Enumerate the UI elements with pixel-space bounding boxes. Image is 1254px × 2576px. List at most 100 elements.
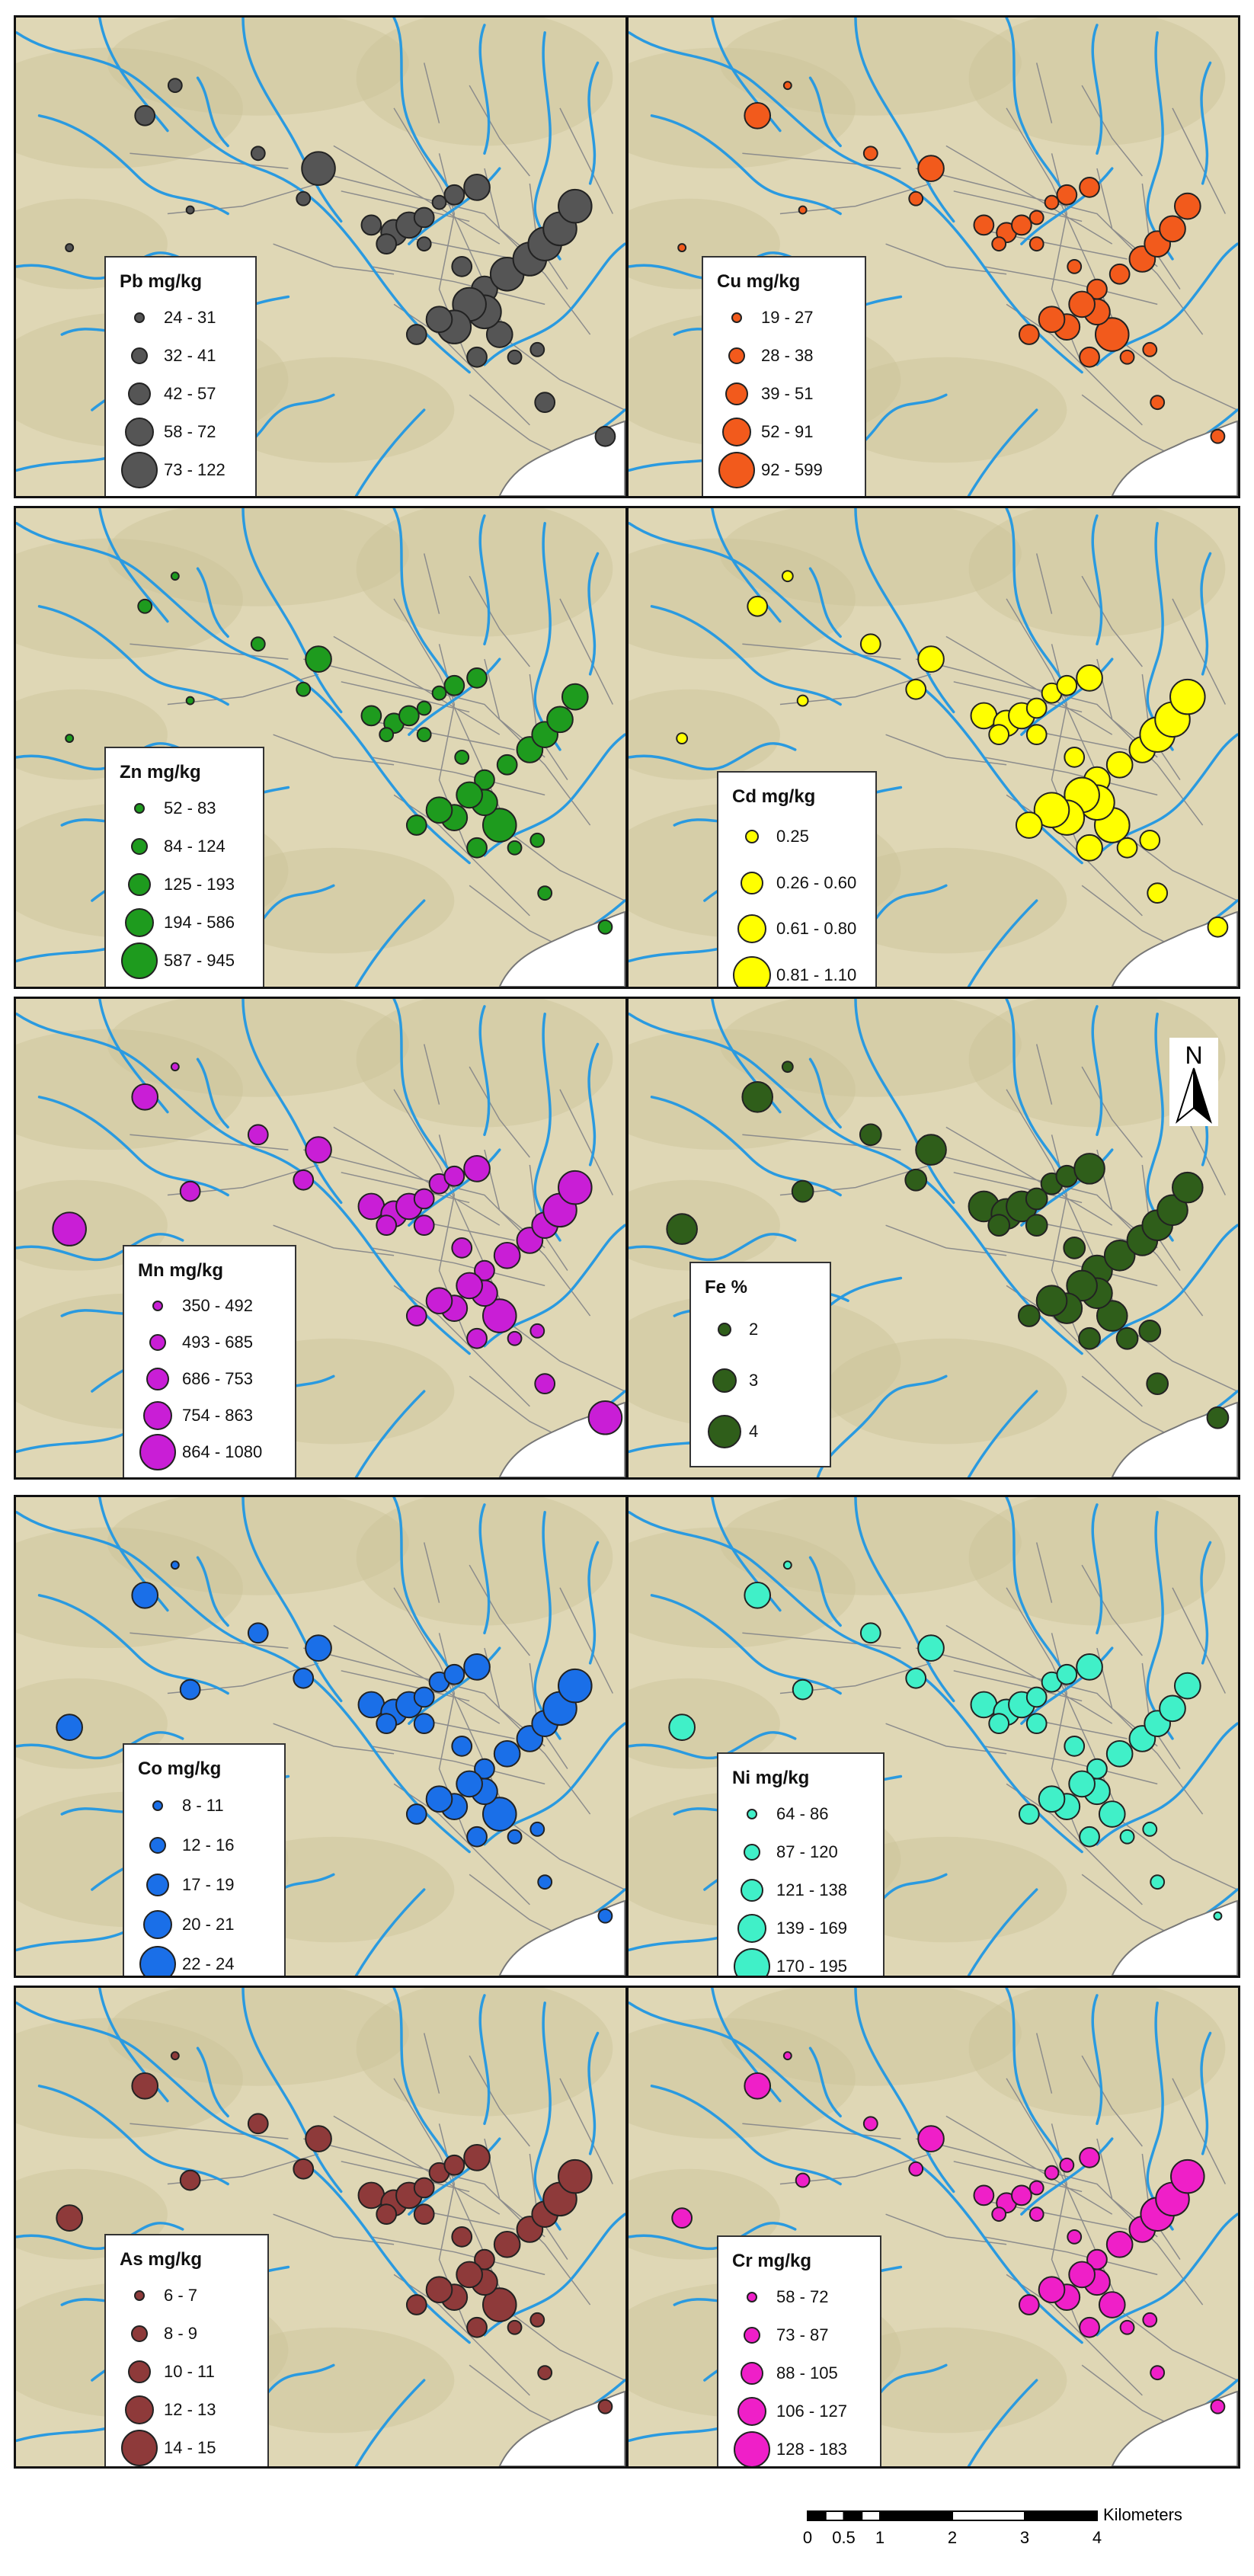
legend-symbol: [139, 1946, 176, 1976]
map-panel-cr: Cr mg/kg 58 - 72 73 - 87 88 - 105 106 - 127 1…: [626, 1986, 1240, 2469]
hillshade: [629, 1179, 780, 1271]
sample-point: [1059, 2157, 1075, 2173]
legend-class-label: 58 - 72: [164, 422, 216, 441]
road: [1006, 1783, 1143, 1906]
scale-tick-label: 1: [875, 2528, 885, 2547]
basemap: [16, 1988, 625, 2466]
road: [499, 824, 625, 901]
sample-point: [185, 696, 195, 706]
road: [984, 1746, 1158, 1785]
river: [1020, 658, 1114, 736]
sea-area: [498, 2390, 625, 2466]
scale-bar: 0 0.5 1 2 3 4 Kilometers: [792, 2496, 1234, 2565]
sample-point: [537, 2365, 553, 2381]
legend-cr: Cr mg/kg 58 - 72 73 - 87 88 - 105 106 - 127 1…: [717, 2235, 881, 2466]
road: [333, 2115, 501, 2215]
sample-point: [360, 705, 382, 727]
sample-point: [507, 2319, 523, 2335]
hillshade: [629, 2018, 856, 2139]
road: [423, 62, 440, 123]
legend-row: 8 - 11: [138, 1786, 270, 1826]
legend-class-label: 493 - 685: [182, 1333, 253, 1352]
sample-point: [170, 571, 180, 581]
river: [1091, 1994, 1103, 2126]
river: [808, 1556, 842, 1627]
river: [478, 24, 491, 155]
sample-point: [908, 2161, 924, 2177]
legend-row: 350 - 492: [138, 1288, 281, 1324]
legend-title: Cr mg/kg: [732, 2251, 812, 2271]
sample-point: [170, 1560, 180, 1570]
sample-point: [537, 1874, 553, 1890]
legend-row: 4: [705, 1406, 816, 1457]
sample-point: [65, 243, 75, 253]
legend-row: 194 - 586: [120, 904, 249, 942]
sample-point: [296, 190, 312, 206]
sample-point: [1119, 2319, 1135, 2335]
road: [1112, 1813, 1238, 1890]
scale-tick-label: 0.5: [832, 2528, 856, 2547]
road: [916, 1647, 1204, 1815]
sample-point: [791, 1179, 814, 1203]
legend-symbol: [121, 2430, 158, 2466]
road: [945, 635, 1113, 735]
sample-point: [676, 732, 689, 745]
sample-point: [416, 700, 432, 716]
legend-row: 493 - 685: [138, 1324, 281, 1361]
legend-row: 19 - 27: [717, 299, 851, 337]
road: [916, 1149, 1204, 1317]
sample-point: [493, 2230, 521, 2258]
legend-title: Cd mg/kg: [732, 786, 816, 807]
sample-point: [558, 1668, 593, 1704]
sample-point: [134, 104, 156, 126]
legend-symbol: [149, 1334, 166, 1351]
river: [242, 999, 343, 1205]
sample-point: [904, 1168, 928, 1192]
legend-symbol: [125, 2395, 154, 2424]
sample-point: [1028, 2206, 1044, 2222]
road: [885, 243, 1007, 275]
sample-point: [1207, 916, 1229, 938]
sample-point: [1056, 184, 1078, 206]
river: [1091, 1503, 1103, 1635]
road: [984, 2236, 1158, 2276]
sample-point: [456, 781, 483, 809]
river: [533, 2002, 561, 2231]
legend-title: As mg/kg: [120, 2249, 203, 2270]
sample-point: [1119, 349, 1135, 365]
sample-point: [451, 256, 473, 277]
sample-point: [537, 885, 553, 901]
road: [559, 2078, 614, 2184]
sample-point: [1079, 1826, 1100, 1848]
sample-point: [529, 832, 545, 848]
road: [1006, 794, 1143, 917]
sample-point: [1038, 1785, 1066, 1813]
sample-point: [1147, 882, 1169, 904]
road: [885, 734, 1007, 766]
sample-point: [454, 749, 470, 765]
sample-point: [398, 705, 420, 727]
hillshade: [16, 2018, 243, 2139]
river: [98, 18, 169, 133]
scale-tick-label: 2: [948, 2528, 957, 2547]
road: [1035, 553, 1053, 614]
legend-class-label: 12 - 13: [164, 2400, 216, 2419]
sample-point: [466, 667, 488, 689]
river: [1091, 1005, 1103, 1137]
legend-title: Mn mg/kg: [138, 1260, 223, 1281]
sample-point: [1079, 177, 1100, 198]
legend-symbol: [143, 1910, 172, 1939]
sample-point: [741, 1080, 774, 1113]
road: [1035, 1044, 1053, 1105]
legend-class-label: 0.25: [776, 827, 809, 846]
sample-point: [782, 1560, 792, 1570]
sample-point: [250, 146, 266, 162]
sample-point: [507, 1829, 523, 1845]
legend-row: 17 - 19: [138, 1865, 270, 1905]
river: [354, 2379, 426, 2466]
hillshade: [825, 1338, 1067, 1445]
legend-class-label: 20 - 21: [182, 1915, 235, 1934]
sample-point: [357, 1691, 385, 1719]
sample-point: [534, 392, 556, 414]
river: [587, 2031, 600, 2155]
